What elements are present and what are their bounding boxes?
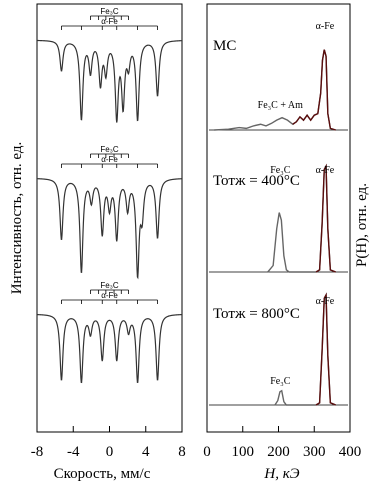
distribution-curve bbox=[214, 49, 336, 131]
right-x-ticks: 0 100 200 300 400 bbox=[203, 426, 361, 460]
distribution-fit-curve bbox=[292, 49, 336, 131]
distribution-label: Тотж = 400°C bbox=[213, 173, 300, 189]
left-x-ticks: -8 -4 0 4 8 bbox=[31, 426, 186, 460]
distribution-fit-curve bbox=[315, 163, 336, 273]
sextet-marker-label: α-Fe bbox=[101, 291, 118, 300]
peak-annotation: Fe₃C bbox=[270, 376, 290, 387]
peak-annotation: α-Fe bbox=[316, 296, 335, 307]
right-x-tick-label: 300 bbox=[303, 444, 326, 460]
peak-annotation: α-Fe bbox=[316, 165, 335, 176]
mossbauer-spectrum-line bbox=[37, 39, 183, 123]
left-x-tick-label: -8 bbox=[31, 444, 44, 460]
right-y-axis-label: P(H), отн. ед. bbox=[354, 183, 370, 267]
left-x-tick-label: 4 bbox=[142, 444, 150, 460]
peak-annotation: Fe₃C bbox=[270, 165, 290, 176]
mossbauer-spectrum-line bbox=[36, 178, 183, 280]
right-panel: 0 100 200 300 400 МС α-Fe Fe₃C + Am Тотж = 400°… bbox=[203, 3, 370, 482]
right-x-tick-label: 200 bbox=[267, 444, 290, 460]
left-y-axis-label: Интенсивность, отн. ед. bbox=[9, 142, 25, 295]
left-plot-frame bbox=[36, 3, 183, 433]
left-x-axis-label: Скорость, мм/с bbox=[54, 466, 151, 482]
right-x-tick-label: 400 bbox=[339, 444, 362, 460]
sextet-marker-label: α-Fe bbox=[101, 17, 118, 26]
right-x-axis-label: H, кЭ bbox=[263, 466, 299, 482]
left-x-tick-label: -4 bbox=[67, 444, 80, 460]
right-x-tick-label: 100 bbox=[232, 444, 255, 460]
sextet-marker-label: Fe₃C bbox=[100, 281, 119, 290]
right-x-tick-label: 0 bbox=[203, 444, 211, 460]
peak-annotation: Fe₃C + Am bbox=[258, 100, 303, 111]
left-x-tick-label: 0 bbox=[106, 444, 114, 460]
distribution-fit-curve bbox=[315, 292, 336, 406]
distribution-label: Тотж = 800°C bbox=[213, 306, 300, 322]
sextet-marker-label: Fe₃C bbox=[100, 145, 119, 154]
sextet-marker-label: α-Fe bbox=[101, 155, 118, 164]
peak-annotation: α-Fe bbox=[316, 21, 335, 32]
distribution-label: МС bbox=[213, 38, 236, 54]
mossbauer-spectrum-line bbox=[36, 313, 183, 384]
left-x-tick-label: 8 bbox=[178, 444, 186, 460]
sextet-marker-label: Fe₃C bbox=[100, 7, 119, 16]
